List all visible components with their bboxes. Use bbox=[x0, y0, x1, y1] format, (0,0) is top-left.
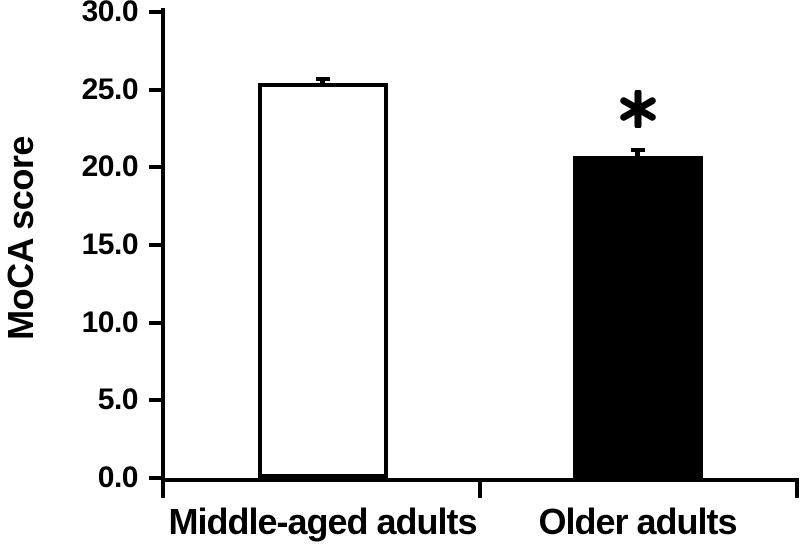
y-axis-tick-label: 30.0 bbox=[81, 0, 139, 28]
y-axis-tick-label: 15.0 bbox=[81, 228, 139, 261]
error-bar-cap bbox=[315, 76, 330, 81]
error-bar-stem bbox=[635, 150, 640, 157]
y-axis-tick bbox=[149, 398, 161, 403]
y-axis-tick-label: 0.0 bbox=[97, 461, 139, 494]
y-axis-tick-label: 25.0 bbox=[81, 72, 139, 106]
y-axis-tick-label: 20.0 bbox=[81, 150, 139, 184]
error-bar-stem bbox=[320, 78, 325, 84]
x-category-label: Older adults bbox=[538, 501, 737, 542]
significance-asterisk-icon bbox=[619, 90, 656, 129]
bar-older-adults bbox=[572, 156, 703, 478]
x-axis-tick bbox=[478, 478, 482, 498]
x-axis-tick bbox=[795, 478, 799, 498]
x-category-label: Middle-aged adults bbox=[168, 501, 477, 542]
y-axis-tick bbox=[149, 476, 161, 480]
y-axis-tick bbox=[149, 320, 161, 325]
x-axis-tick bbox=[161, 478, 165, 498]
error-bar-cap bbox=[630, 148, 645, 153]
y-axis-tick bbox=[149, 87, 161, 92]
y-axis-tick bbox=[149, 243, 161, 247]
bar-middle-aged-adults bbox=[257, 83, 388, 478]
y-axis-tick-label: 5.0 bbox=[97, 383, 139, 417]
y-axis-tick bbox=[149, 10, 161, 14]
y-axis-tick-label: 10.0 bbox=[81, 305, 139, 339]
y-axis-tick bbox=[149, 165, 161, 170]
